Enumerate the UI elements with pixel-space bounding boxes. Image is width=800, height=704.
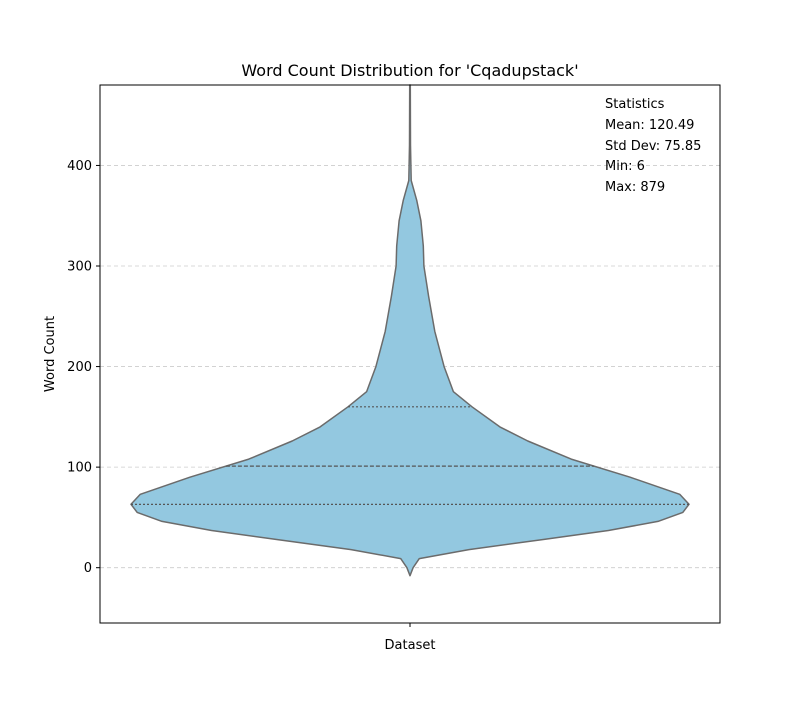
stats-max: Max: 879	[605, 180, 665, 195]
y-tick-label: 100	[67, 461, 92, 476]
y-tick-label: 200	[67, 360, 92, 375]
stats-heading: Statistics	[605, 97, 665, 112]
y-axis-ticks: 0 100 200 300 400	[67, 159, 100, 576]
stats-mean: Mean: 120.49	[605, 118, 694, 133]
y-tick-label: 400	[67, 159, 92, 174]
x-tick-label: Dataset	[385, 638, 436, 653]
y-axis-label: Word Count	[43, 316, 58, 392]
y-tick-label: 0	[84, 561, 92, 576]
y-tick-label: 300	[67, 260, 92, 275]
statistics-box: Statistics Mean: 120.49 Std Dev: 75.85 M…	[605, 97, 701, 195]
stats-min: Min: 6	[605, 159, 645, 174]
x-axis-ticks: Dataset	[385, 623, 436, 653]
chart-title: Word Count Distribution for 'Cqadupstack…	[241, 61, 578, 80]
stats-std: Std Dev: 75.85	[605, 139, 701, 154]
